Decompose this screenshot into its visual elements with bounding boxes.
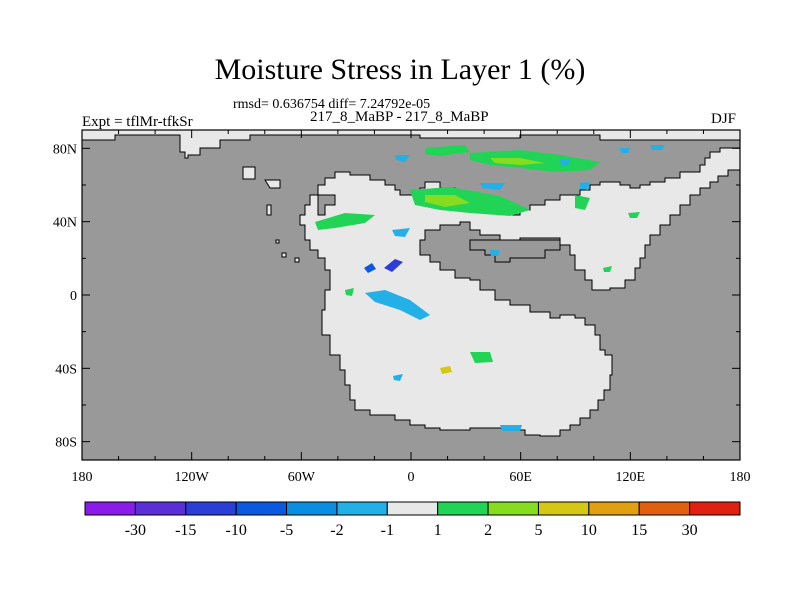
experiment-label: Expt = tflMr-tfkSr bbox=[82, 114, 193, 130]
anomaly-patch-lightgreen bbox=[425, 195, 470, 207]
colorbar-label: 30 bbox=[682, 522, 698, 539]
colorbar-swatch bbox=[537, 501, 590, 516]
map-plot-area bbox=[81, 129, 741, 461]
colorbar-label: 5 bbox=[534, 522, 542, 539]
colorbar-label: 1 bbox=[434, 522, 442, 539]
colorbar-label: -2 bbox=[330, 522, 343, 539]
anomaly-patch-green bbox=[628, 212, 640, 218]
small-island bbox=[266, 204, 272, 216]
anomaly-patch-lightgreen bbox=[490, 158, 545, 165]
colorbar-label: -10 bbox=[225, 522, 246, 539]
anomaly-patches bbox=[315, 145, 665, 431]
x-tick-label: 120E bbox=[616, 470, 646, 485]
small-island bbox=[281, 252, 287, 258]
small-island bbox=[294, 257, 300, 263]
map-subtitle: 217_8_MaBP - 217_8_MaBP bbox=[310, 109, 489, 125]
y-tick-label: 40N bbox=[53, 216, 77, 231]
colorbar-swatch bbox=[84, 501, 136, 516]
anomaly-patch-blue bbox=[364, 263, 376, 273]
colorbar-swatch bbox=[487, 501, 539, 516]
colorbar-swatch bbox=[689, 501, 741, 516]
x-tick-label: 120W bbox=[175, 470, 210, 485]
anomaly-patch-cyan bbox=[500, 425, 522, 431]
anomaly-patch-green bbox=[470, 352, 493, 363]
colorbar-swatch bbox=[437, 501, 489, 516]
anomaly-patch-cyan bbox=[580, 182, 590, 190]
greenland-fragment bbox=[242, 166, 256, 180]
map-title: Moisture Stress in Layer 1 (%) bbox=[214, 53, 586, 86]
x-axis: 180 120W 60W 0 60E 120E 180 bbox=[72, 130, 751, 485]
colorbar-swatch bbox=[134, 501, 187, 516]
anomaly-patch-green bbox=[425, 145, 470, 156]
stats-text: rmsd= 0.636754 diff= 7.24792e-05 bbox=[233, 97, 431, 112]
anomaly-patch-green bbox=[410, 187, 530, 216]
anomaly-patch-blue bbox=[384, 259, 403, 272]
colorbar-swatch bbox=[386, 501, 439, 516]
colorbar-label: 10 bbox=[581, 522, 597, 539]
colorbar-swatch bbox=[185, 501, 237, 516]
y-tick-label: 40S bbox=[55, 362, 77, 377]
colorbar-swatch bbox=[588, 501, 640, 516]
x-tick-label: 180 bbox=[72, 470, 93, 485]
x-tick-label: 180 bbox=[730, 470, 751, 485]
colorbar-swatch bbox=[336, 501, 388, 516]
y-tick-label: 80S bbox=[55, 436, 77, 451]
colorbar-swatch bbox=[235, 501, 288, 516]
anomaly-patch-green bbox=[575, 195, 590, 210]
anomaly-patch-cyan bbox=[365, 290, 430, 320]
small-island bbox=[275, 239, 280, 244]
y-axis: 80N 40N 0 40S 80S bbox=[53, 142, 740, 451]
x-tick-label: 60W bbox=[288, 470, 316, 485]
colorbar-label: -1 bbox=[381, 522, 394, 539]
anomaly-patch-yellow bbox=[440, 366, 452, 374]
colorbar-label: -30 bbox=[125, 522, 146, 539]
colorbar-swatch bbox=[638, 501, 691, 516]
colorbar: -30 -15 -10 -5 -2 -1 1 2 5 10 15 30 bbox=[84, 501, 741, 539]
x-tick-label: 60E bbox=[509, 470, 532, 485]
anomaly-patch-green bbox=[345, 288, 354, 296]
inland-sea bbox=[469, 239, 561, 263]
anomaly-patch-cyan bbox=[480, 183, 505, 190]
anomaly-patch-green bbox=[603, 266, 612, 272]
y-tick-label: 0 bbox=[70, 289, 77, 304]
colorbar-label: 15 bbox=[631, 522, 647, 539]
colorbar-label: 2 bbox=[484, 522, 492, 539]
anomaly-patch-green bbox=[315, 213, 375, 230]
anomaly-patch-cyan bbox=[560, 160, 570, 165]
anomaly-patch-cyan bbox=[620, 148, 630, 153]
north-island bbox=[264, 179, 281, 189]
colorbar-label: -15 bbox=[175, 522, 196, 539]
anomaly-patch-cyan bbox=[650, 145, 665, 150]
anomaly-patch-cyan bbox=[490, 250, 500, 256]
anomaly-patch-cyan bbox=[393, 374, 403, 381]
y-tick-label: 80N bbox=[53, 142, 77, 157]
anomaly-patch-cyan bbox=[395, 155, 410, 162]
anomaly-patch-cyan bbox=[392, 228, 410, 237]
colorbar-swatch bbox=[286, 501, 338, 516]
colorbar-label: -5 bbox=[280, 522, 293, 539]
season-label: DJF bbox=[711, 111, 737, 127]
west-sea bbox=[317, 194, 336, 216]
x-tick-label: 0 bbox=[408, 470, 415, 485]
